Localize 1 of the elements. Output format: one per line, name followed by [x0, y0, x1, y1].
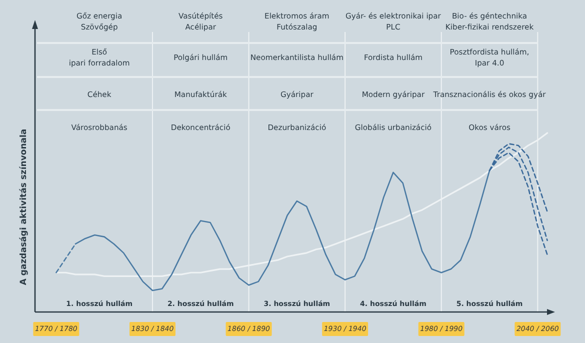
y-axis-title: A gazdasági aktivitás színvonala [19, 128, 29, 286]
